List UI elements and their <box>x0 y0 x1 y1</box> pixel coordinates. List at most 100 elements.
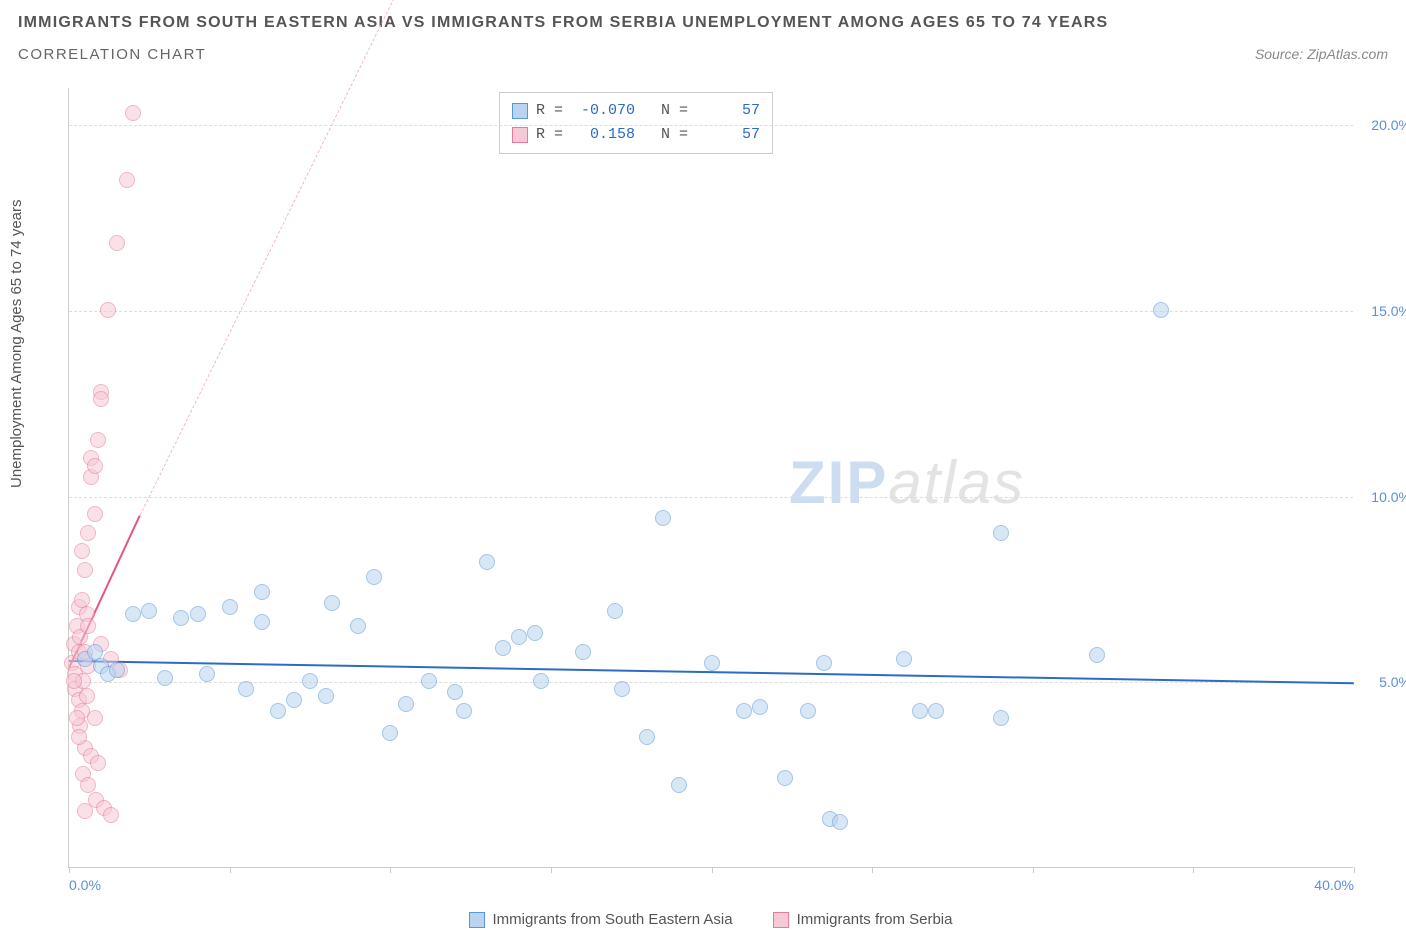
data-point <box>93 391 109 407</box>
legend-swatch-b <box>773 912 789 928</box>
x-tick <box>69 867 70 873</box>
chart-subtitle: CORRELATION CHART <box>18 46 206 63</box>
data-point <box>324 595 340 611</box>
header: IMMIGRANTS FROM SOUTH EASTERN ASIA VS IM… <box>0 0 1406 67</box>
data-point <box>736 703 752 719</box>
data-point <box>141 603 157 619</box>
data-point <box>704 655 720 671</box>
plot-area: ZIPatlas R = -0.070 N = 57 R = 0.158 N =… <box>68 88 1353 868</box>
data-point <box>302 673 318 689</box>
x-tick <box>1193 867 1194 873</box>
gridline <box>69 682 1353 683</box>
watermark: ZIPatlas <box>789 448 1025 517</box>
data-point <box>79 688 95 704</box>
data-point <box>607 603 623 619</box>
data-point <box>270 703 286 719</box>
x-tick <box>1033 867 1034 873</box>
data-point <box>527 625 543 641</box>
data-point <box>80 618 96 634</box>
data-point <box>575 644 591 660</box>
data-point <box>125 606 141 622</box>
data-point <box>912 703 928 719</box>
x-tick <box>230 867 231 873</box>
data-point <box>800 703 816 719</box>
chart-title: IMMIGRANTS FROM SOUTH EASTERN ASIA VS IM… <box>18 14 1388 32</box>
data-point <box>80 525 96 541</box>
data-point <box>421 673 437 689</box>
stats-box: R = -0.070 N = 57 R = 0.158 N = 57 <box>499 92 773 154</box>
legend-item-a: Immigrants from South Eastern Asia <box>469 911 733 928</box>
x-tick <box>1354 867 1355 873</box>
x-tick <box>551 867 552 873</box>
stat-r-label: R = <box>536 123 563 147</box>
stat-r-a: -0.070 <box>571 99 635 123</box>
data-point <box>254 584 270 600</box>
data-point <box>777 770 793 786</box>
stat-n-label: N = <box>643 99 688 123</box>
y-tick-label: 5.0% <box>1379 674 1406 690</box>
data-point <box>896 651 912 667</box>
gridline <box>69 497 1353 498</box>
data-point <box>87 506 103 522</box>
swatch-series-a <box>512 103 528 119</box>
x-left-label: 0.0% <box>69 877 101 893</box>
legend-swatch-a <box>469 912 485 928</box>
data-point <box>671 777 687 793</box>
stat-n-a: 57 <box>696 99 760 123</box>
x-right-label: 40.0% <box>1314 877 1354 893</box>
data-point <box>456 703 472 719</box>
x-tick <box>712 867 713 873</box>
trend-line <box>139 0 423 516</box>
stat-n-b: 57 <box>696 123 760 147</box>
data-point <box>80 777 96 793</box>
data-point <box>157 670 173 686</box>
y-tick-label: 20.0% <box>1371 117 1406 133</box>
data-point <box>77 562 93 578</box>
chart-container: Unemployment Among Ages 65 to 74 years Z… <box>18 88 1388 898</box>
data-point <box>100 302 116 318</box>
data-point <box>125 105 141 121</box>
data-point <box>254 614 270 630</box>
data-point <box>69 710 85 726</box>
data-point <box>366 569 382 585</box>
data-point <box>993 525 1009 541</box>
data-point <box>318 688 334 704</box>
data-point <box>103 807 119 823</box>
legend: Immigrants from South Eastern Asia Immig… <box>68 911 1353 928</box>
data-point <box>447 684 463 700</box>
data-point <box>286 692 302 708</box>
data-point <box>238 681 254 697</box>
gridline <box>69 125 1353 126</box>
y-tick-label: 10.0% <box>1371 489 1406 505</box>
data-point <box>87 644 103 660</box>
watermark-zip: ZIP <box>789 449 888 516</box>
data-point <box>928 703 944 719</box>
data-point <box>479 554 495 570</box>
source-credit: Source: ZipAtlas.com <box>1255 46 1388 62</box>
data-point <box>816 655 832 671</box>
data-point <box>1089 647 1105 663</box>
data-point <box>87 710 103 726</box>
data-point <box>190 606 206 622</box>
data-point <box>199 666 215 682</box>
data-point <box>382 725 398 741</box>
data-point <box>74 543 90 559</box>
data-point <box>655 510 671 526</box>
data-point <box>222 599 238 615</box>
data-point <box>71 729 87 745</box>
data-point <box>752 699 768 715</box>
data-point <box>74 592 90 608</box>
stat-n-label: N = <box>643 123 688 147</box>
data-point <box>173 610 189 626</box>
stat-r-b: 0.158 <box>571 123 635 147</box>
data-point <box>511 629 527 645</box>
data-point <box>119 172 135 188</box>
stat-r-label: R = <box>536 99 563 123</box>
x-tick <box>872 867 873 873</box>
data-point <box>90 432 106 448</box>
data-point <box>66 673 82 689</box>
watermark-atlas: atlas <box>888 449 1025 516</box>
data-point <box>993 710 1009 726</box>
data-point <box>639 729 655 745</box>
data-point <box>495 640 511 656</box>
